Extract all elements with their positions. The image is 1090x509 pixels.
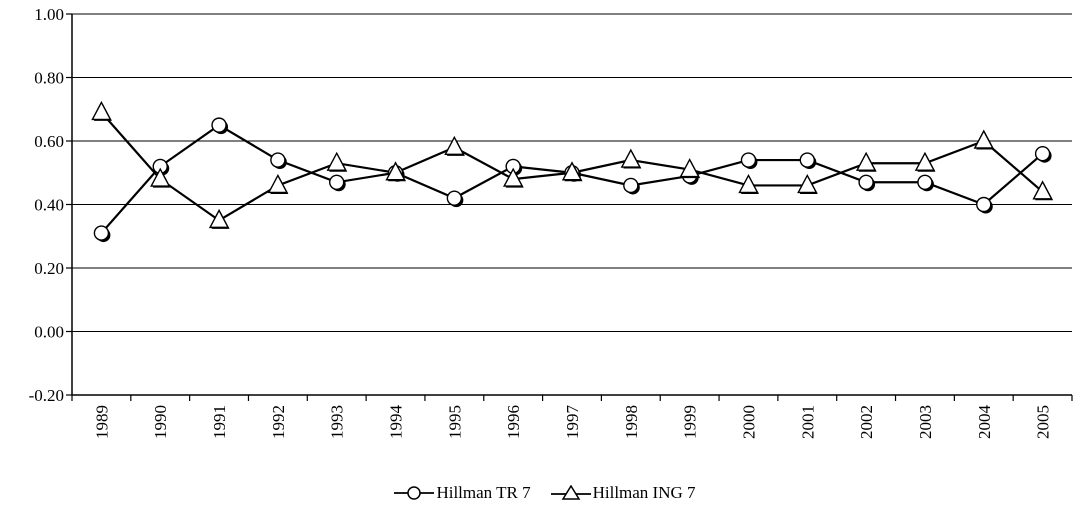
y-tick-label: 0.80 <box>34 69 64 88</box>
triangle-marker <box>326 151 347 171</box>
triangle-marker <box>620 148 641 168</box>
x-tick-label: 1993 <box>328 405 347 439</box>
triangle-marker <box>914 151 936 171</box>
circle-marker <box>329 174 345 190</box>
y-tick-label: 1.00 <box>34 5 64 24</box>
x-tick-label: 1997 <box>563 405 582 440</box>
triangle-marker <box>267 173 289 194</box>
legend-label-series-2: Hillman ING 7 <box>592 483 696 502</box>
circle-marker <box>211 117 227 133</box>
triangle-marker <box>1032 180 1053 200</box>
circle-marker <box>976 196 992 213</box>
circle-marker <box>858 174 874 190</box>
circle-marker <box>93 225 110 241</box>
triangle-marker <box>973 129 994 149</box>
x-tick-label: 2001 <box>798 405 817 439</box>
y-tick-label: 0.60 <box>34 132 64 151</box>
triangle-marker <box>91 100 112 121</box>
triangle-marker <box>738 173 759 194</box>
triangle-marker <box>385 161 406 181</box>
legend: Hillman TR 7 Hillman ING 7 <box>0 480 1090 506</box>
x-tick-label: 1995 <box>445 405 464 439</box>
circle-marker <box>1034 145 1051 162</box>
x-tick-label: 1999 <box>681 405 700 439</box>
circle-marker <box>270 152 286 168</box>
triangle-marker <box>679 158 700 178</box>
x-tick-label: 2003 <box>916 405 935 439</box>
legend-item-series-2: Hillman ING 7 <box>550 483 696 503</box>
triangle-marker <box>561 161 583 181</box>
y-tick-label: -0.20 <box>29 386 64 405</box>
circle-marker <box>740 152 757 168</box>
x-tick-label: 2004 <box>975 405 994 440</box>
circle-marker <box>446 190 463 206</box>
x-tick-label: 1990 <box>151 405 170 439</box>
triangle-marker <box>855 151 877 171</box>
x-tick-label: 2005 <box>1034 405 1053 439</box>
y-tick-label: 0.20 <box>34 259 64 278</box>
x-tick-label: 1991 <box>210 405 229 439</box>
triangle-marker <box>797 173 818 194</box>
circle-marker <box>799 152 815 168</box>
circle-marker <box>917 174 933 190</box>
legend-label-series-1: Hillman TR 7 <box>436 483 531 502</box>
triangle-marker <box>444 135 465 156</box>
x-tick-label: 1996 <box>504 405 523 439</box>
triangle-marker <box>208 208 230 229</box>
x-tick-label: 2002 <box>857 405 876 439</box>
y-tick-label: 0.40 <box>34 196 64 215</box>
triangle-marker <box>150 167 171 187</box>
circle-marker-icon <box>394 486 435 500</box>
x-tick-label: 1998 <box>622 405 641 439</box>
x-tick-label: 1994 <box>387 405 406 440</box>
triangle-marker <box>503 167 524 187</box>
circle-marker <box>623 177 639 194</box>
triangle-marker-icon <box>550 485 591 500</box>
legend-item-series-1: Hillman TR 7 <box>394 483 531 503</box>
x-tick-label: 1989 <box>92 405 111 439</box>
x-tick-label: 2000 <box>739 405 758 439</box>
x-tick-label: 1992 <box>269 405 288 439</box>
y-tick-label: 0.00 <box>34 323 64 342</box>
